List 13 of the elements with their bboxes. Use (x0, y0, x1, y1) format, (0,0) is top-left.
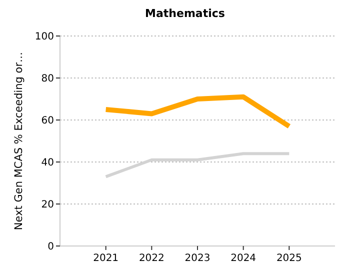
x-tick-label: 2023 (184, 253, 210, 264)
x-tick-label: 2025 (276, 253, 302, 264)
y-tick-label: 20 (41, 200, 54, 210)
chart-title: Mathematics (145, 7, 226, 20)
y-tick-label: 100 (34, 32, 54, 42)
x-tick-label: 2021 (93, 253, 119, 264)
y-tick-label: 60 (41, 116, 54, 126)
y-axis-title: Next Gen MCAS % Exceeding or… (13, 52, 25, 230)
y-tick-label: 0 (48, 242, 54, 252)
y-tick-label: 40 (41, 158, 54, 168)
x-tick-label: 2022 (138, 253, 164, 264)
x-tick-label: 2024 (230, 253, 256, 264)
y-tick-label: 80 (41, 74, 54, 84)
